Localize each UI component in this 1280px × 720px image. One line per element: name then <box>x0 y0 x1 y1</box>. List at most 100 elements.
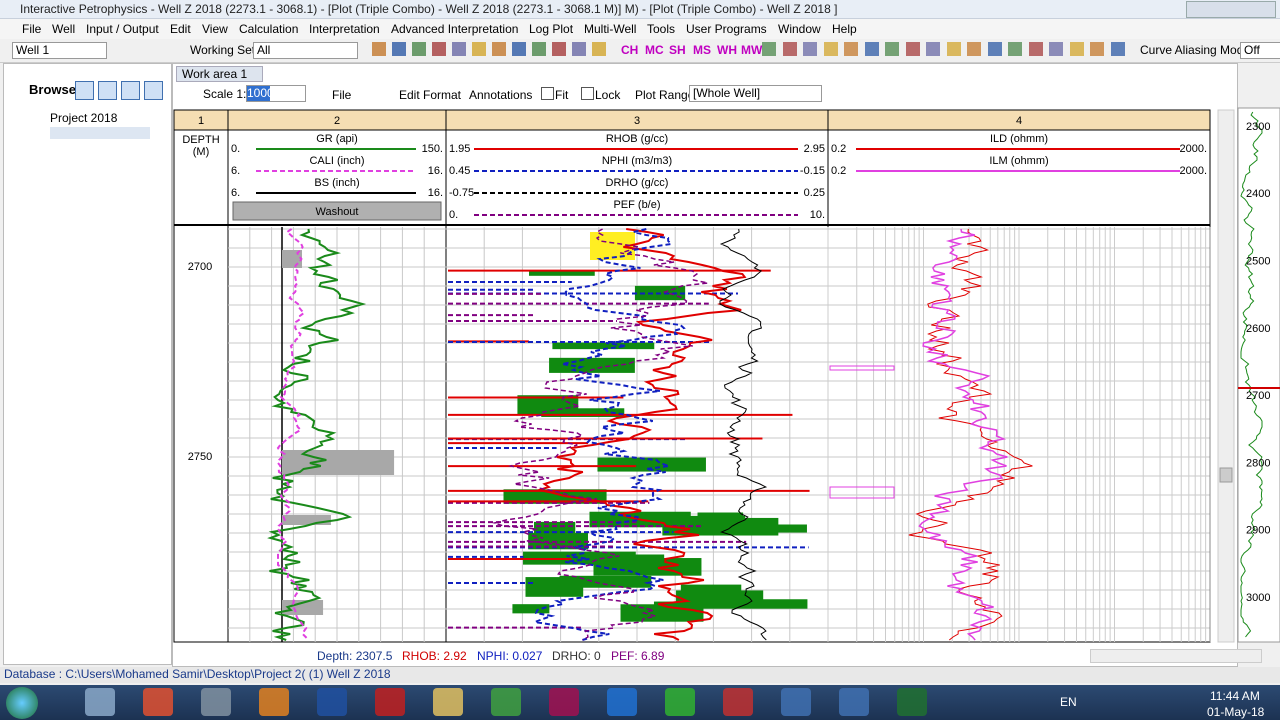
toolbar-icon[interactable] <box>1110 42 1125 56</box>
toolbar-icon[interactable] <box>532 42 546 56</box>
toolbar-icon[interactable] <box>1049 42 1063 56</box>
start-button[interactable] <box>6 687 38 719</box>
fill-legend <box>232 201 442 221</box>
curve-name: ILM (ohmm) <box>989 155 1048 167</box>
browser-icon[interactable] <box>75 81 94 100</box>
toolbar-icon[interactable] <box>472 42 486 56</box>
toolbar-icon[interactable] <box>1028 42 1043 56</box>
menu-item[interactable]: Advanced Interpretation <box>391 22 519 36</box>
menu-item[interactable]: Calculation <box>239 22 299 36</box>
toolbar-icon[interactable] <box>1069 42 1084 56</box>
project-node[interactable]: Project 2018 <box>50 111 118 125</box>
scale-left: -0.75 <box>449 187 474 199</box>
toolbar-icon[interactable] <box>844 42 858 56</box>
curve-button[interactable]: SH <box>669 43 686 57</box>
track-number: 1 <box>198 115 204 127</box>
menu-item[interactable]: Window <box>778 22 821 36</box>
work-area-tab[interactable]: Work area 1 <box>176 66 263 82</box>
taskbar-app[interactable] <box>607 688 637 716</box>
menu-item[interactable]: Well <box>52 22 76 36</box>
taskbar-app[interactable] <box>143 688 173 716</box>
edit-format-button[interactable]: Edit Format <box>399 88 462 102</box>
toolbar-icon[interactable] <box>762 42 776 56</box>
taskbar-app[interactable] <box>259 688 289 716</box>
horizontal-scrollbar[interactable] <box>1090 649 1262 663</box>
taskbar-app[interactable] <box>317 688 347 716</box>
toolbar-icon[interactable] <box>905 42 920 56</box>
overview-curve <box>1240 111 1263 638</box>
toolbar-icon[interactable] <box>372 42 386 56</box>
toolbar-icon[interactable] <box>782 42 797 56</box>
well-select[interactable]: Well 1 <box>12 42 107 59</box>
menu-item[interactable]: Multi-Well <box>584 22 637 36</box>
toolbar-icon[interactable] <box>432 42 446 56</box>
toolbar-icon[interactable] <box>492 42 506 56</box>
toolbar-icon[interactable] <box>946 42 961 56</box>
taskbar-app[interactable] <box>491 688 521 716</box>
fit-checkbox[interactable] <box>541 87 554 100</box>
toolbar-icon[interactable] <box>926 42 940 56</box>
plot-range-select[interactable]: [Whole Well] <box>689 85 822 102</box>
taskbar-app[interactable] <box>375 688 405 716</box>
menu-item[interactable]: Log Plot <box>529 22 574 36</box>
vertical-scrollbar <box>1217 109 1235 643</box>
toolbar-icon[interactable] <box>552 42 566 56</box>
curve-button[interactable]: WH <box>717 43 737 57</box>
menu-item[interactable]: Interpretation <box>309 22 380 36</box>
crossover-fill <box>620 604 704 622</box>
taskbar-app[interactable] <box>723 688 753 716</box>
browser-icon[interactable] <box>144 81 163 100</box>
menu-item[interactable]: File <box>22 22 42 36</box>
menu-item[interactable]: Edit <box>170 22 191 36</box>
toolbar-icon[interactable] <box>885 42 899 56</box>
overview-depth: 3000 <box>1246 592 1270 604</box>
taskbar-app[interactable] <box>201 688 231 716</box>
toolbar-icon[interactable] <box>572 42 586 56</box>
scale-right: 16. <box>428 165 443 177</box>
taskbar-app[interactable] <box>549 688 579 716</box>
taskbar-app[interactable] <box>433 688 463 716</box>
curve-button[interactable]: MC <box>645 43 664 57</box>
cali-curve <box>276 228 310 641</box>
toolbar-icon[interactable] <box>592 42 606 56</box>
crossover-fill <box>597 457 706 472</box>
crossover-fill <box>549 357 635 373</box>
toolbar-icon[interactable] <box>1090 42 1104 56</box>
toolbar-icon[interactable] <box>803 42 817 56</box>
toolbar-icon[interactable] <box>823 42 838 56</box>
annotations-button[interactable]: Annotations <box>469 88 533 102</box>
taskbar-app[interactable] <box>85 688 115 716</box>
toolbar-icon[interactable] <box>987 42 1002 56</box>
file-menu[interactable]: File <box>332 88 352 102</box>
aliasing-select[interactable]: Off <box>1240 42 1280 59</box>
toolbar-icon[interactable] <box>412 42 426 56</box>
menu-item[interactable]: View <box>202 22 228 36</box>
taskbar-app[interactable] <box>897 688 927 716</box>
browser-icon[interactable] <box>98 81 117 100</box>
toolbar-icon[interactable] <box>452 42 466 56</box>
readout-item: NPHI: 0.027 <box>477 649 543 663</box>
curve-button[interactable]: MS <box>693 43 711 57</box>
taskbar-app[interactable] <box>665 688 695 716</box>
toolbar-icon[interactable] <box>392 42 406 56</box>
toolbar-icon[interactable] <box>864 42 879 56</box>
menu-item[interactable]: Help <box>832 22 857 36</box>
browser-icon[interactable] <box>121 81 140 100</box>
scale-input[interactable]: 1000 <box>246 85 306 102</box>
curve-name: PEF (b/e) <box>613 199 660 211</box>
menu-bar <box>0 19 1280 39</box>
window-controls[interactable] <box>1186 1 1276 18</box>
menu-item[interactable]: Input / Output <box>86 22 159 36</box>
toolbar-icon[interactable] <box>1008 42 1022 56</box>
curve-button[interactable]: CH <box>621 43 639 57</box>
menu-item[interactable]: Tools <box>647 22 676 36</box>
curve-button[interactable]: MW <box>741 43 763 57</box>
toolbar-icon[interactable] <box>512 42 526 56</box>
well-node[interactable] <box>50 127 150 139</box>
taskbar-app[interactable] <box>781 688 811 716</box>
menu-item[interactable]: User Programs <box>686 22 767 36</box>
lock-checkbox[interactable] <box>581 87 594 100</box>
working-set-select[interactable]: All <box>253 42 358 59</box>
taskbar-app[interactable] <box>839 688 869 716</box>
toolbar-icon[interactable] <box>967 42 981 56</box>
